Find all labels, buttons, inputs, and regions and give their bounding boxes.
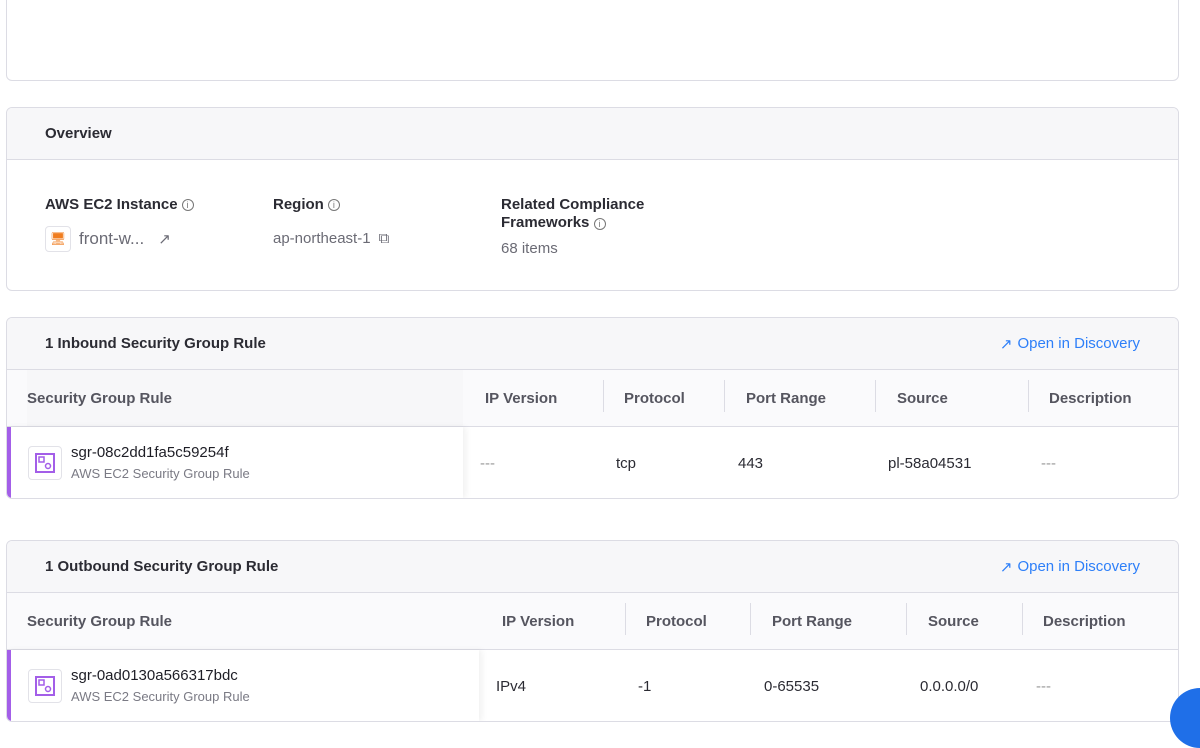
- inbound-card: 1 Inbound Security Group Rule ↗ Open in D…: [6, 317, 1179, 499]
- external-link-icon: ↗: [999, 335, 1013, 353]
- col-ip-version[interactable]: IP Version: [485, 389, 558, 407]
- col-description[interactable]: Description: [1049, 389, 1132, 407]
- row-marker: [7, 427, 11, 498]
- col-port-range[interactable]: Port Range: [772, 612, 853, 630]
- cell-source: 0.0.0.0/0: [920, 677, 979, 695]
- cell-ip-version: ---: [480, 454, 495, 472]
- col-security-group-rule[interactable]: Security Group Rule: [27, 612, 173, 630]
- table-header: Security Group Rule IP Version Protocol …: [7, 593, 1178, 649]
- compliance-label: Related Compliance Frameworks: [501, 196, 645, 231]
- overview-heading: Overview: [45, 125, 112, 142]
- top-card: [6, 0, 1179, 81]
- copy-icon[interactable]: ⧉: [378, 230, 390, 247]
- open-in-discovery-link[interactable]: ↗ Open in Discovery: [1000, 335, 1140, 353]
- security-group-rule-icon: [28, 669, 62, 703]
- cell-description: ---: [1041, 454, 1056, 472]
- col-protocol[interactable]: Protocol: [646, 612, 707, 630]
- info-icon[interactable]: i: [593, 218, 606, 230]
- external-link-icon[interactable]: ↗: [158, 231, 171, 248]
- table-row[interactable]: sgr-08c2dd1fa5c59254f AWS EC2 Security G…: [7, 426, 1178, 498]
- security-group-rule-icon: [28, 446, 62, 480]
- col-source[interactable]: Source: [897, 389, 948, 407]
- region-value: ap-northeast-1: [273, 230, 371, 247]
- open-in-discovery-link[interactable]: ↗ Open in Discovery: [1000, 558, 1140, 576]
- row-marker: [7, 650, 11, 721]
- divider: [603, 380, 604, 412]
- open-in-discovery-label: Open in Discovery: [1017, 335, 1140, 352]
- field-instance: AWS EC2 Instance i 🖥 front-w... ↗: [45, 196, 273, 257]
- open-in-discovery-label: Open in Discovery: [1017, 558, 1140, 575]
- overview-card: Overview AWS EC2 Instance i 🖥 front-w... ↗ …: [6, 107, 1179, 291]
- divider: [625, 603, 626, 635]
- rule-name[interactable]: sgr-0ad0130a566317bdc: [71, 667, 238, 684]
- col-description[interactable]: Description: [1043, 612, 1126, 630]
- divider: [1022, 603, 1023, 635]
- cell-source: pl-58a04531: [888, 454, 972, 472]
- col-port-range[interactable]: Port Range: [746, 389, 827, 407]
- cell-description: ---: [1036, 677, 1051, 695]
- external-link-icon: ↗: [999, 558, 1013, 576]
- instance-label: AWS EC2 Instance: [45, 196, 178, 213]
- info-icon[interactable]: i: [181, 199, 194, 211]
- field-compliance: Related Compliance Frameworks i 68 items: [501, 196, 661, 257]
- table-header: Security Group Rule IP Version Protocol …: [7, 370, 1178, 426]
- col-source[interactable]: Source: [928, 612, 979, 630]
- col-ip-version[interactable]: IP Version: [502, 612, 575, 630]
- instance-link[interactable]: front-w...: [79, 229, 145, 248]
- rule-type: AWS EC2 Security Group Rule: [71, 689, 250, 704]
- cell-protocol: tcp: [616, 454, 637, 472]
- region-label: Region: [273, 196, 324, 213]
- cell-protocol: -1: [638, 677, 652, 695]
- ec2-instance-icon: 🖥: [45, 226, 71, 252]
- info-icon[interactable]: i: [327, 199, 340, 211]
- outbound-card: 1 Outbound Security Group Rule ↗ Open in …: [6, 540, 1179, 722]
- cell-ip-version: IPv4: [496, 677, 527, 695]
- divider: [1028, 380, 1029, 412]
- inbound-title: 1 Inbound Security Group Rule: [45, 335, 266, 352]
- col-security-group-rule[interactable]: Security Group Rule: [27, 370, 463, 426]
- divider: [875, 380, 876, 412]
- divider: [724, 380, 725, 412]
- field-region: Region i ap-northeast-1 ⧉: [273, 196, 501, 257]
- outbound-title: 1 Outbound Security Group Rule: [45, 558, 279, 575]
- cell-port-range: 443: [738, 454, 764, 472]
- divider: [906, 603, 907, 635]
- compliance-value[interactable]: 68 items: [501, 240, 558, 257]
- cell-port-range: 0-65535: [764, 677, 820, 695]
- overview-title: Overview: [7, 108, 1178, 160]
- rule-type: AWS EC2 Security Group Rule: [71, 466, 250, 481]
- divider: [750, 603, 751, 635]
- table-row[interactable]: sgr-0ad0130a566317bdc AWS EC2 Security G…: [7, 649, 1178, 721]
- col-protocol[interactable]: Protocol: [624, 389, 685, 407]
- rule-name[interactable]: sgr-08c2dd1fa5c59254f: [71, 444, 229, 461]
